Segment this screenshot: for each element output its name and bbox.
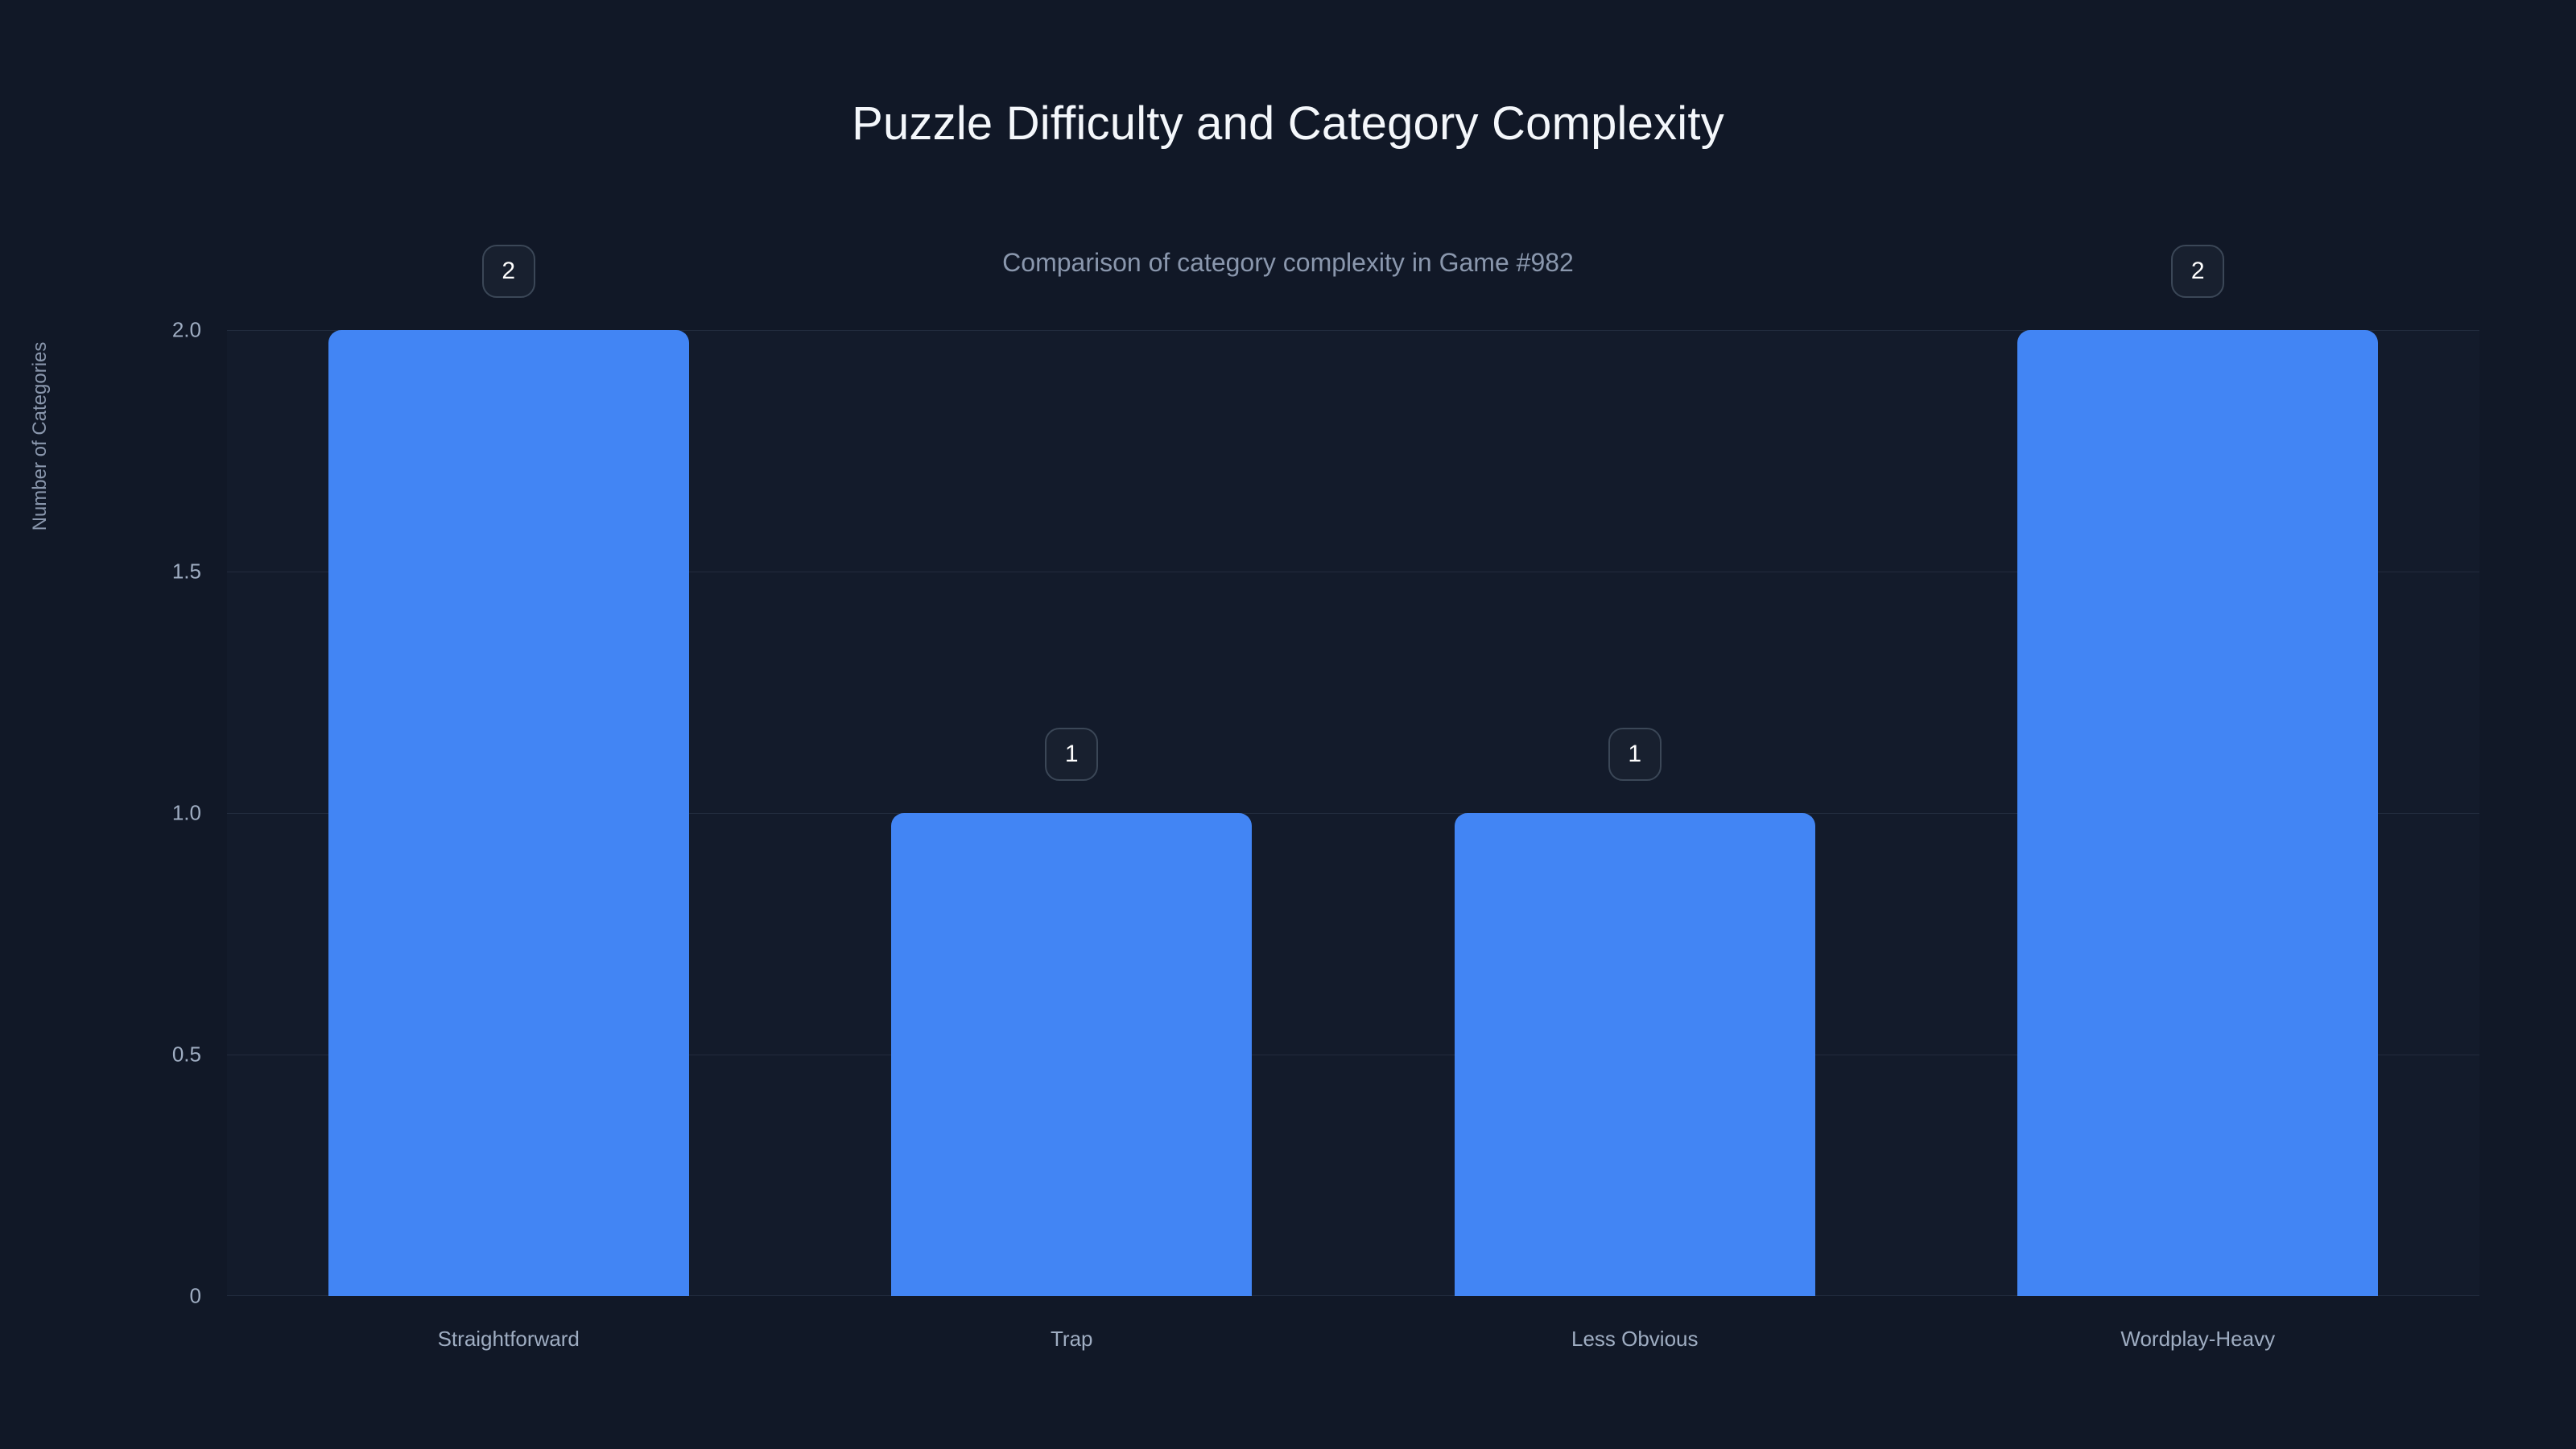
x-tick-label: Wordplay-Heavy <box>2120 1327 2276 1351</box>
bar[interactable] <box>328 330 689 1296</box>
y-tick-label: 0.5 <box>171 1042 201 1067</box>
page-title: Puzzle Difficulty and Category Complexit… <box>852 97 1724 150</box>
plot-area <box>227 330 2479 1296</box>
bar[interactable] <box>2017 330 2379 1296</box>
gridline <box>227 813 2479 814</box>
gridline <box>227 330 2479 331</box>
y-tick-label: 0 <box>189 1283 201 1308</box>
bar[interactable] <box>891 813 1253 1296</box>
chart-subtitle: Comparison of category complexity in Gam… <box>1002 248 1574 277</box>
x-tick-label: Less Obvious <box>1571 1327 1699 1351</box>
axis-baseline <box>227 1295 2479 1296</box>
x-tick-label: Trap <box>1051 1327 1093 1351</box>
bar-value-badge: 2 <box>481 245 535 298</box>
bar-value-badge: 1 <box>1045 728 1099 781</box>
bar-value-badge: 1 <box>1608 728 1662 781</box>
y-tick-label: 1.0 <box>171 800 201 825</box>
y-tick-label: 1.5 <box>171 559 201 584</box>
y-tick-label: 2.0 <box>171 317 201 342</box>
y-axis-label: Number of Categories <box>29 341 51 531</box>
bar-value-badge: 2 <box>2171 245 2225 298</box>
bar[interactable] <box>1454 813 1815 1296</box>
x-tick-label: Straightforward <box>437 1327 580 1351</box>
